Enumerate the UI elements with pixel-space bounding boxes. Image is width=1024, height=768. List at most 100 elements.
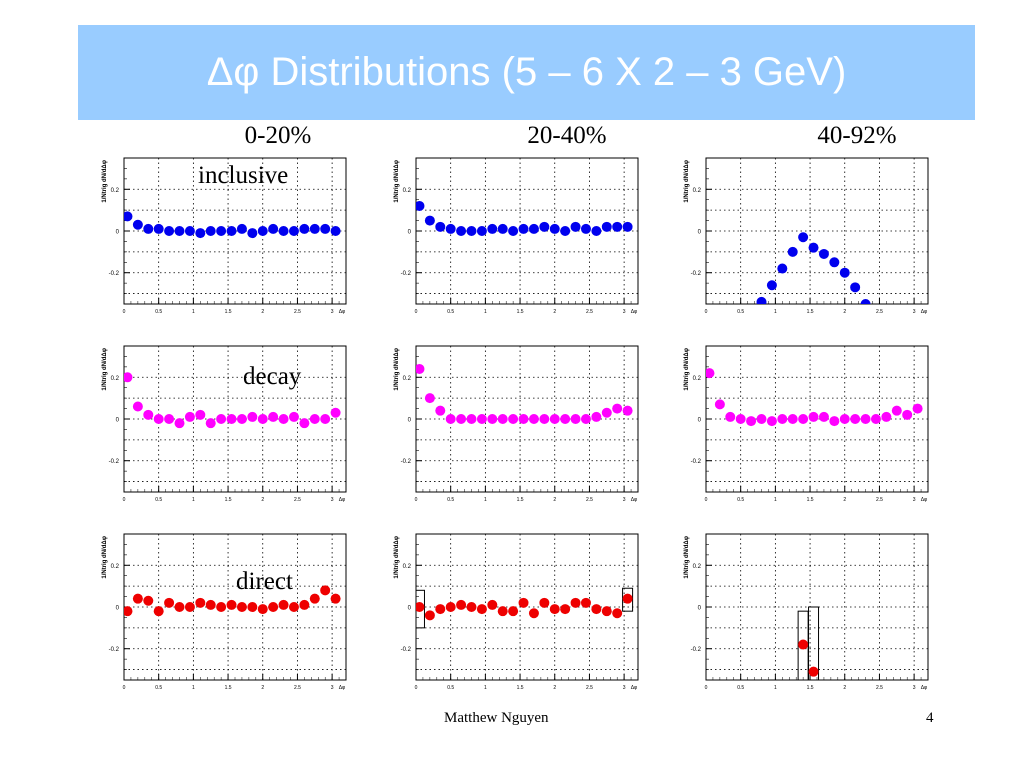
- x-tick-label: 0: [705, 685, 708, 691]
- data-point-inclusive: [591, 226, 602, 236]
- data-point-inclusive: [278, 226, 289, 236]
- data-point-inclusive: [466, 226, 477, 236]
- data-point-direct: [330, 593, 341, 604]
- systematic-box: [416, 589, 425, 629]
- data-point-decay: [153, 414, 164, 424]
- x-tick-label: 2.5: [586, 497, 593, 503]
- data-point-inclusive: [257, 226, 268, 236]
- data-point-decay: [891, 405, 902, 416]
- data-point-decay: [226, 414, 237, 424]
- data-point-decay: [706, 368, 715, 379]
- x-tick-label: 0.5: [155, 497, 162, 503]
- y-tick-label: 0: [116, 230, 120, 236]
- y-tick-label: -0.2: [109, 647, 120, 653]
- data-point-decay: [870, 414, 881, 424]
- y-tick-label: -0.2: [691, 271, 702, 277]
- x-tick-label: 1.5: [225, 685, 232, 691]
- x-tick-label: 2: [553, 309, 556, 315]
- x-axis-label: Δφ: [921, 309, 928, 315]
- data-point-inclusive: [456, 226, 467, 236]
- x-tick-label: 0.5: [737, 497, 744, 503]
- x-tick-label: 1: [484, 497, 487, 503]
- x-tick-label: 0.5: [447, 685, 454, 691]
- data-point-decay: [756, 414, 767, 424]
- data-point-inclusive: [487, 223, 498, 234]
- y-axis-label: 1/Ntrig dN/dΔφ: [102, 535, 108, 578]
- x-tick-label: 1: [192, 497, 195, 503]
- x-tick-label: 1.5: [517, 497, 524, 503]
- y-tick-label: 0.2: [403, 376, 412, 382]
- data-point-inclusive: [164, 226, 175, 236]
- data-point-decay: [829, 416, 840, 427]
- x-tick-label: 0.5: [447, 309, 454, 315]
- x-tick-label: 2.5: [586, 685, 593, 691]
- y-axis-label: 1/Ntrig dN/dΔφ: [394, 159, 400, 202]
- data-point-inclusive: [424, 215, 435, 226]
- x-tick-label: 1: [774, 685, 777, 691]
- x-axis-label: Δφ: [631, 685, 638, 691]
- x-tick-label: 2: [553, 685, 556, 691]
- data-point-inclusive: [850, 282, 861, 293]
- x-tick-label: 0: [415, 685, 418, 691]
- data-point-direct: [288, 602, 299, 612]
- data-point-direct: [226, 599, 237, 610]
- panel-frame: [705, 157, 929, 305]
- data-point-decay: [247, 411, 258, 422]
- data-point-inclusive: [777, 263, 788, 274]
- footer-author: Matthew Nguyen: [444, 710, 549, 726]
- x-tick-label: 3: [331, 685, 334, 691]
- x-tick-label: 1.5: [807, 685, 814, 691]
- data-point-decay: [787, 414, 798, 424]
- x-axis-label: Δφ: [339, 685, 346, 691]
- panel-inclusive-0: 0.2 0 -0.2 0 0.5 1 1.5 2 2.5 3 Δφ 1/Ntrig dN/dΔφ: [102, 157, 347, 315]
- y-tick-label: -0.2: [109, 459, 120, 465]
- x-tick-label: 3: [623, 309, 626, 315]
- data-point-decay: [195, 409, 206, 420]
- y-tick-label: 0.2: [693, 376, 702, 382]
- data-point-direct: [164, 597, 175, 608]
- x-tick-label: 0: [123, 497, 126, 503]
- x-tick-label: 0: [705, 497, 708, 503]
- data-layer: [124, 372, 341, 429]
- data-point-decay: [808, 411, 819, 422]
- data-point-direct: [549, 604, 560, 615]
- data-point-inclusive: [476, 226, 487, 236]
- data-point-direct: [309, 593, 320, 604]
- y-tick-label: 0.2: [111, 564, 120, 570]
- x-axis-label: Δφ: [631, 497, 638, 503]
- y-tick-label: -0.2: [109, 271, 120, 277]
- data-point-direct: [476, 604, 487, 615]
- data-point-decay: [456, 414, 467, 424]
- x-tick-label: 3: [623, 685, 626, 691]
- x-tick-label: 0: [123, 685, 126, 691]
- data-point-decay: [184, 411, 195, 422]
- data-point-direct: [798, 639, 809, 650]
- data-point-inclusive: [570, 221, 581, 232]
- data-point-decay: [518, 414, 529, 424]
- data-point-direct: [174, 602, 185, 612]
- data-point-inclusive: [435, 221, 446, 232]
- y-tick-label: 0: [408, 606, 412, 612]
- data-point-inclusive: [601, 221, 612, 232]
- x-tick-label: 2: [843, 685, 846, 691]
- data-point-decay: [549, 414, 560, 424]
- data-point-inclusive: [205, 226, 216, 236]
- x-tick-label: 3: [913, 497, 916, 503]
- data-point-decay: [164, 414, 175, 424]
- data-point-decay: [766, 416, 777, 427]
- data-point-direct: [808, 666, 819, 677]
- column-label-20-40: 20-40%: [527, 122, 607, 149]
- x-tick-label: 1.5: [517, 309, 524, 315]
- data-point-inclusive: [195, 228, 206, 239]
- title-bar: Δφ Distributions (5 – 6 X 2 – 3 GeV): [78, 25, 975, 120]
- data-point-decay: [570, 414, 581, 424]
- x-tick-label: 0.5: [737, 685, 744, 691]
- y-tick-label: -0.2: [691, 459, 702, 465]
- data-point-decay: [777, 414, 788, 424]
- data-point-inclusive: [143, 223, 154, 234]
- y-tick-label: 0: [698, 418, 702, 424]
- data-point-decay: [435, 405, 446, 416]
- column-label-40-92: 40-92%: [817, 122, 897, 149]
- x-tick-label: 2.5: [876, 685, 883, 691]
- y-axis-label: 1/Ntrig dN/dΔφ: [102, 347, 108, 390]
